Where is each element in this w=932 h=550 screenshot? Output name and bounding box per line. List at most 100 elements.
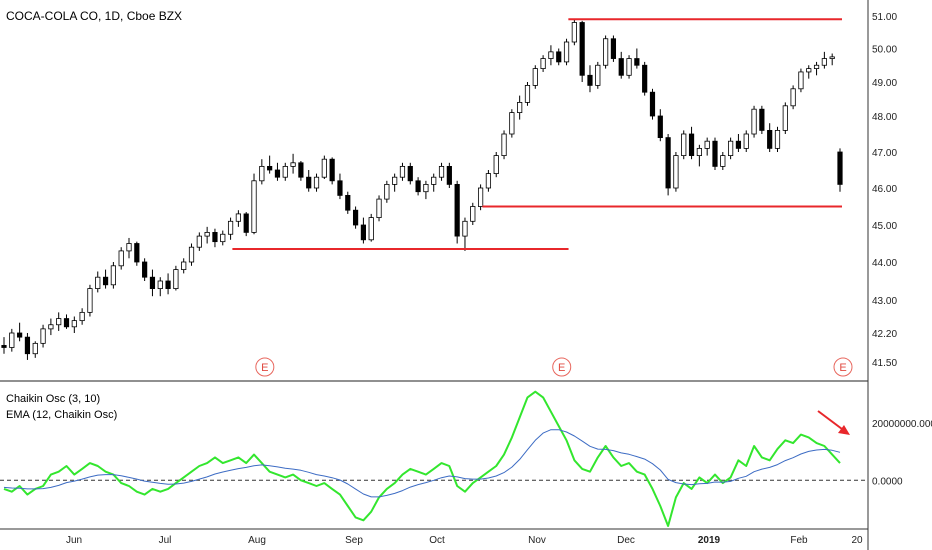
price-tick-label: 42.20 [872,329,897,340]
candle-body [48,324,54,330]
candle-body [126,243,132,252]
candle-body [665,137,671,189]
candle-body [782,105,788,131]
candle-body [63,318,70,328]
price-tick-label: 50.00 [872,45,897,56]
candlestick-series [1,19,843,360]
candle-body [345,194,351,211]
candle-body [102,276,109,286]
oscillator-tick-label: 20000000.0000 [872,419,932,430]
candle-body [712,140,718,167]
candle-body [142,261,148,278]
candle-body [32,342,38,355]
candle-body [79,311,85,322]
candle-body [470,206,476,222]
candle-body [329,158,335,182]
candle-body [821,58,827,66]
earnings-marker[interactable] [833,357,853,377]
price-tick-label: 47.00 [872,148,897,159]
candle-body [407,165,413,182]
time-tick-label: Sep [345,535,363,546]
candle-body [595,64,601,86]
time-tick-label: 2019 [698,535,721,546]
candle-body [532,68,538,86]
candle-body [384,183,390,200]
candle-body [173,269,179,290]
candle-body [251,180,257,233]
candle-body [837,151,843,185]
candle-body [267,165,273,171]
time-tick-label: Aug [248,535,266,546]
candle-body [282,165,288,178]
candle-body [618,58,624,76]
candle-body [196,235,202,248]
candle-body [517,102,523,114]
time-tick-label: Oct [429,535,445,546]
candle-body [40,328,46,344]
candle-body [649,91,656,117]
candle-body [212,231,218,243]
candle-body [524,85,531,103]
candle-body [290,162,296,167]
candle-body [587,74,593,86]
candle-body [501,133,507,157]
candle-body [415,180,421,193]
candle-body [751,108,757,135]
candle-body [571,22,577,43]
candle-body [9,332,15,348]
candle-body [306,176,312,189]
candle-body [71,320,77,328]
candle-body [438,165,445,178]
candle-body [454,183,460,237]
support-resistance-lines [232,18,842,251]
price-tick-label: 46.00 [872,184,897,195]
candle-body [118,250,124,267]
candle-body [274,169,281,178]
candle-body [634,58,640,66]
time-tick-label: Jun [66,535,82,546]
candle-body [681,133,687,157]
candle-body [188,246,195,263]
candle-body [392,176,398,185]
candle-body [227,220,234,235]
candle-body [829,56,835,59]
candle-body [368,217,374,241]
candle-body [243,213,249,233]
price-tick-label: 45.00 [872,221,897,232]
candle-body [321,158,327,178]
candle-body [767,129,773,149]
candle-body [259,165,265,182]
indicator-subtitle: EMA (12, Chaikin Osc) [6,409,117,421]
candle-body [696,147,702,156]
candle-body [735,140,742,149]
candle-body [337,180,343,196]
candle-body [399,165,406,178]
candle-body [673,155,679,189]
candle-body [798,71,804,90]
candle-body [790,88,796,107]
candle-body [204,231,210,237]
candle-body [446,165,452,185]
time-tick-label: 20 [851,535,863,546]
earnings-marker[interactable] [552,357,572,377]
candle-body [688,133,695,157]
candle-body [376,198,382,219]
trend-arrow-head [838,425,850,435]
candle-body [110,265,116,286]
candle-body [431,176,437,185]
candle-body [556,51,562,63]
price-tick-label: 43.00 [872,296,897,307]
candle-body [157,280,163,289]
trend-arrow [817,410,847,433]
candle-body [423,183,429,193]
candle-body [485,173,492,189]
price-tick-label: 44.00 [872,258,897,269]
candle-body [813,64,820,69]
time-tick-label: Nov [528,535,546,546]
candle-body [220,233,226,243]
earnings-marker[interactable] [255,357,275,377]
candle-body [774,129,781,149]
candle-body [477,187,484,207]
